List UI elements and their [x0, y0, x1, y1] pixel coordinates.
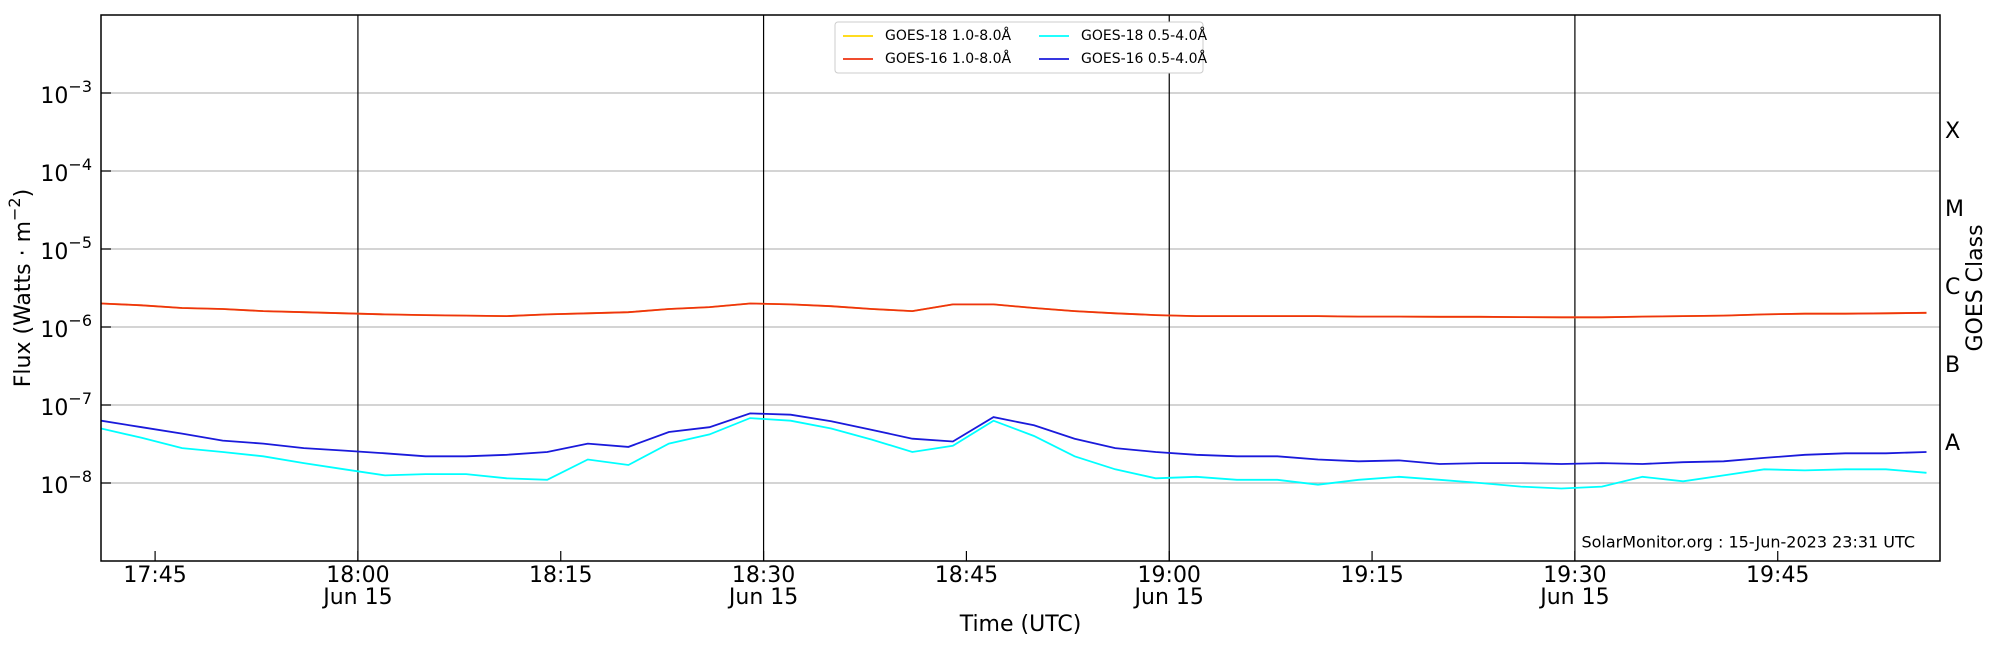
tick-exponent: −8	[68, 467, 92, 486]
y-label-text: Flux (Watts · m	[11, 221, 36, 387]
y2-axis-label: GOES Class	[1963, 224, 1988, 351]
x-tick-label: 18:15	[529, 563, 592, 588]
x-tick-date: Jun 15	[1133, 585, 1204, 610]
tick-exponent: −6	[68, 311, 92, 330]
x-tick-label: 19:45	[1746, 563, 1809, 588]
y-tick-label: 10−4	[40, 155, 92, 188]
x-tick-label: 18:30	[732, 563, 795, 588]
x-tick-label: 19:30	[1543, 563, 1606, 588]
series-line	[101, 302, 1927, 319]
y2-tick-label: B	[1945, 353, 1960, 378]
legend-label: GOES-16 0.5-4.0Å	[1081, 50, 1207, 67]
x-tick-date: Jun 15	[727, 585, 798, 610]
x-axis-label: Time (UTC)	[959, 612, 1082, 637]
legend-label: GOES-18 0.5-4.0Å	[1081, 27, 1207, 44]
y-tick-label: 10−7	[40, 389, 92, 422]
legend-box	[834, 21, 1204, 74]
y2-tick-label: M	[1945, 197, 1964, 222]
x-tick-label: 19:00	[1138, 563, 1201, 588]
y-axis-label: Flux (Watts · m−2)	[5, 189, 37, 387]
tick-exponent: −4	[68, 155, 92, 174]
x-tick-label: 17:45	[123, 563, 186, 588]
tick-exponent: −7	[68, 389, 92, 408]
tick-base: 10	[40, 162, 68, 187]
tick-base: 10	[40, 84, 68, 109]
y2-tick-label: C	[1945, 275, 1960, 300]
tick-base: 10	[40, 240, 68, 265]
series-line	[101, 417, 1927, 490]
y-tick-label: 10−5	[40, 233, 92, 266]
plot-frame	[100, 14, 1941, 562]
x-tick-label: 18:00	[326, 563, 389, 588]
y-label-end: )	[11, 189, 36, 198]
tick-base: 10	[40, 396, 68, 421]
tick-base: 10	[40, 318, 68, 343]
annotation: SolarMonitor.org : 15-Jun-2023 23:31 UTC	[1581, 533, 1915, 552]
legend-label: GOES-18 1.0-8.0Å	[885, 27, 1011, 44]
x-tick-date: Jun 15	[1538, 585, 1609, 610]
tick-exponent: −5	[68, 233, 92, 252]
y-label-exponent: −2	[5, 197, 24, 221]
series-line	[101, 412, 1927, 465]
x-tick-label: 19:15	[1340, 563, 1403, 588]
tick-base: 10	[40, 474, 68, 499]
y-tick-label: 10−3	[40, 77, 92, 110]
legend-label: GOES-16 1.0-8.0Å	[885, 50, 1011, 67]
y-tick-label: 10−8	[40, 467, 92, 500]
tick-exponent: −3	[68, 77, 92, 96]
x-tick-label: 18:45	[935, 563, 998, 588]
y2-tick-label: X	[1945, 119, 1960, 144]
y2-tick-label: A	[1945, 431, 1960, 456]
y-tick-label: 10−6	[40, 311, 92, 344]
x-tick-date: Jun 15	[321, 585, 392, 610]
